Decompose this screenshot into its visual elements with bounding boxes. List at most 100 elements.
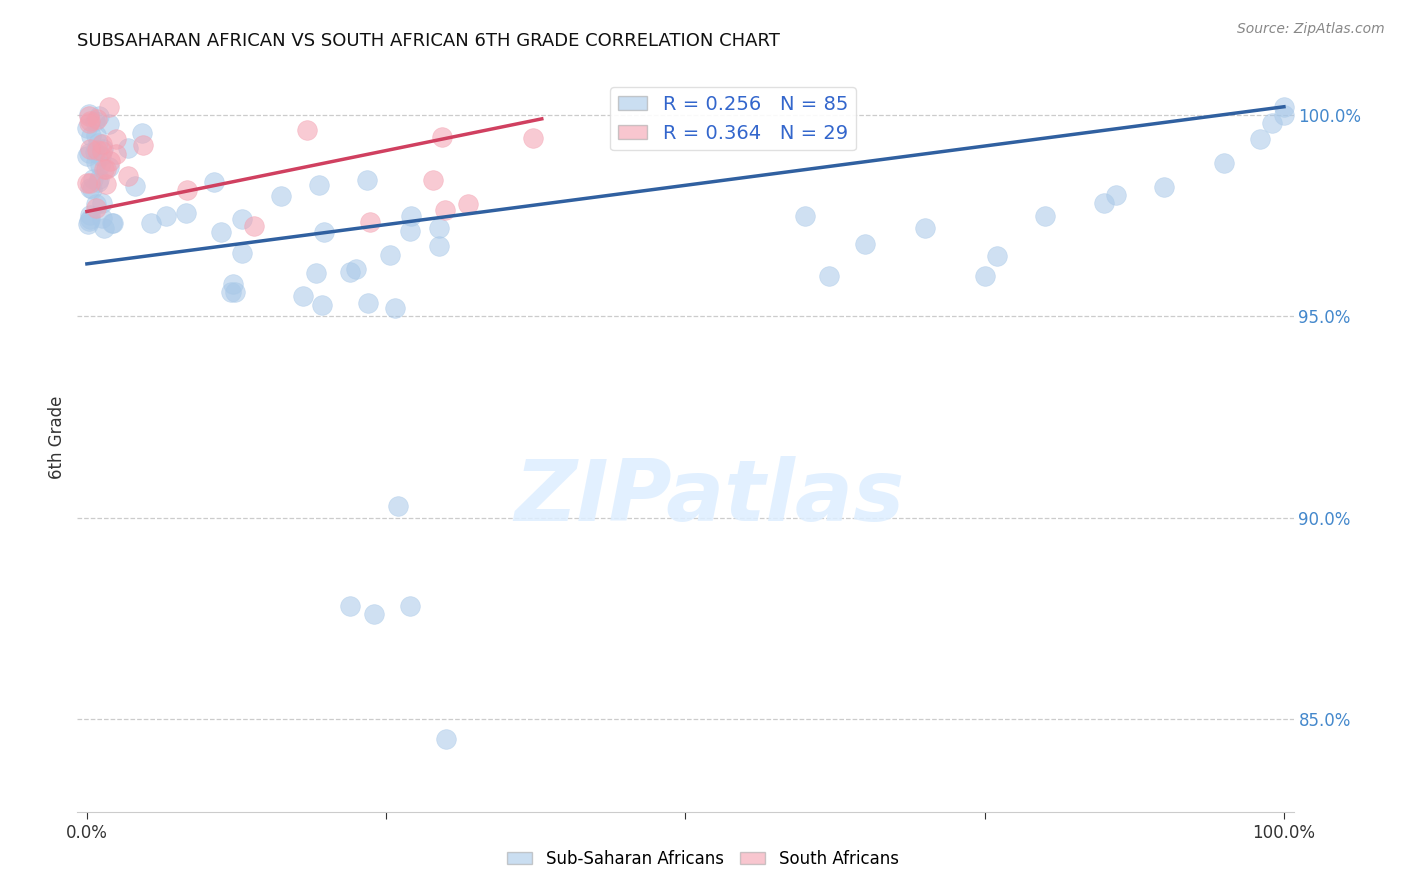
Point: [973, 268, 995, 283]
Point: [1105, 188, 1128, 202]
Point: [155, 209, 177, 223]
Point: [387, 499, 409, 513]
Point: [79, 114, 101, 128]
Point: [176, 183, 198, 197]
Point: [363, 607, 385, 622]
Point: [311, 298, 333, 312]
Point: [82, 182, 104, 196]
Point: [818, 268, 841, 283]
Point: [79, 214, 101, 228]
Point: [79, 212, 101, 227]
Point: [399, 224, 422, 238]
Point: [84, 197, 107, 211]
Point: [86, 175, 108, 189]
Point: [139, 215, 162, 229]
Point: [209, 225, 232, 239]
Point: [91, 145, 114, 159]
Point: [100, 216, 122, 230]
Point: [117, 169, 139, 183]
Point: [77, 146, 100, 161]
Point: [83, 145, 105, 160]
Point: [117, 141, 139, 155]
Point: [305, 266, 328, 280]
Point: [105, 146, 128, 161]
Point: [384, 301, 406, 315]
Point: [91, 211, 114, 225]
Point: [380, 248, 402, 262]
Point: [101, 216, 124, 230]
Point: [87, 109, 110, 123]
Point: [98, 100, 121, 114]
Point: [221, 285, 243, 300]
Point: [399, 209, 422, 223]
Point: [131, 126, 153, 140]
Point: [222, 277, 245, 291]
Point: [202, 174, 225, 188]
Text: Source: ZipAtlas.com: Source: ZipAtlas.com: [1237, 22, 1385, 37]
Point: [84, 155, 107, 169]
Point: [93, 220, 115, 235]
Point: [357, 296, 380, 310]
Point: [1261, 116, 1284, 130]
Point: [98, 161, 121, 175]
Point: [339, 265, 361, 279]
Point: [292, 288, 315, 302]
Point: [96, 177, 118, 191]
Point: [98, 153, 121, 168]
Point: [79, 176, 101, 190]
Point: [89, 149, 111, 163]
Point: [105, 132, 128, 146]
Point: [399, 599, 422, 614]
Point: [77, 107, 100, 121]
Point: [174, 206, 197, 220]
Point: [427, 220, 450, 235]
Point: [1272, 108, 1295, 122]
Point: [91, 142, 114, 156]
Point: [86, 143, 108, 157]
Point: [84, 128, 107, 142]
Point: [312, 225, 335, 239]
Point: [231, 246, 253, 260]
Point: [434, 732, 457, 747]
Text: SUBSAHARAN AFRICAN VS SOUTH AFRICAN 6TH GRADE CORRELATION CHART: SUBSAHARAN AFRICAN VS SOUTH AFRICAN 6TH …: [77, 32, 780, 50]
Point: [1272, 100, 1295, 114]
Point: [77, 116, 100, 130]
Point: [308, 178, 330, 192]
Point: [359, 215, 381, 229]
Point: [231, 212, 253, 227]
Point: [94, 161, 117, 176]
Point: [80, 128, 103, 143]
Point: [914, 220, 936, 235]
Point: [430, 129, 453, 144]
Point: [86, 112, 108, 126]
Point: [1249, 132, 1271, 146]
Legend: R = 0.256   N = 85, R = 0.364   N = 29: R = 0.256 N = 85, R = 0.364 N = 29: [610, 87, 856, 151]
Point: [82, 172, 104, 186]
Point: [132, 138, 155, 153]
Point: [91, 137, 114, 152]
Y-axis label: 6th Grade: 6th Grade: [48, 395, 66, 479]
Point: [91, 196, 114, 211]
Point: [433, 202, 456, 217]
Point: [224, 285, 246, 300]
Point: [79, 181, 101, 195]
Text: ZIPatlas: ZIPatlas: [515, 456, 905, 539]
Point: [79, 142, 101, 156]
Point: [457, 197, 479, 211]
Point: [84, 201, 107, 215]
Point: [794, 209, 817, 223]
Point: [853, 236, 876, 251]
Point: [1213, 156, 1236, 170]
Point: [339, 599, 361, 614]
Point: [97, 116, 120, 130]
Point: [986, 249, 1008, 263]
Point: [1153, 180, 1175, 194]
Point: [344, 261, 367, 276]
Legend: Sub-Saharan Africans, South Africans: Sub-Saharan Africans, South Africans: [501, 844, 905, 875]
Point: [77, 218, 100, 232]
Point: [87, 172, 110, 186]
Point: [77, 108, 100, 122]
Point: [1092, 196, 1115, 211]
Point: [76, 149, 98, 163]
Point: [270, 188, 292, 202]
